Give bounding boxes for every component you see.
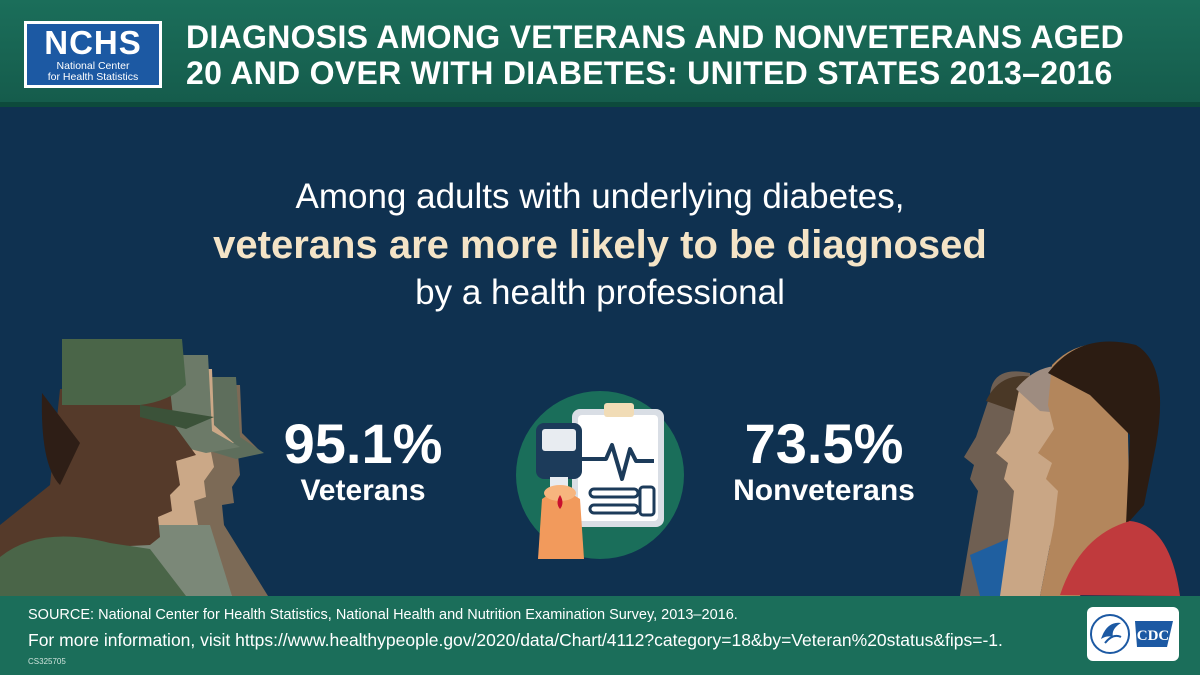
- stat-veterans-value: 95.1%: [283, 412, 443, 475]
- headline-line2: veterans are more likely to be diagnosed: [213, 223, 987, 267]
- nonveterans-illustration: [960, 341, 1180, 596]
- headline: Among adults with underlying diabetes, v…: [0, 175, 1200, 315]
- headline-line1: Among adults with underlying diabetes,: [295, 177, 905, 216]
- headline-line3: by a health professional: [415, 273, 785, 312]
- glucose-meter-icon: [516, 391, 684, 559]
- footer-banner: SOURCE: National Center for Health Stati…: [0, 596, 1200, 675]
- cdc-logo-icon: CDC: [1137, 628, 1170, 644]
- main-panel: Among adults with underlying diabetes, v…: [0, 107, 1200, 596]
- hhs-eagle-icon: CDC: [1090, 614, 1173, 654]
- nchs-logo-name-line1: National Center: [56, 60, 130, 72]
- title-line1: DIAGNOSIS AMONG VETERANS AND NONVETERANS…: [186, 19, 1125, 55]
- nchs-logo-name-line2: for Health Statistics: [47, 71, 139, 83]
- stat-nonveterans-label: Nonveterans: [733, 474, 915, 507]
- source-note: SOURCE: National Center for Health Stati…: [28, 607, 738, 623]
- stat-nonveterans: 73.5% Nonveterans: [714, 415, 934, 509]
- more-info-link[interactable]: For more information, visit https://www.…: [28, 630, 1003, 650]
- stat-veterans: 95.1% Veterans: [268, 415, 458, 509]
- title-line2: 20 AND OVER WITH DIABETES: UNITED STATES…: [186, 55, 1113, 91]
- veterans-illustration: [0, 339, 268, 596]
- hhs-cdc-logo: CDC: [1087, 607, 1179, 661]
- nchs-logo: NCHS National Center for Health Statisti…: [24, 21, 162, 88]
- publication-code: CS325705: [28, 657, 66, 666]
- header-banner: NCHS National Center for Health Statisti…: [0, 0, 1200, 107]
- nchs-logo-abbr: NCHS: [44, 24, 142, 61]
- stat-veterans-label: Veterans: [300, 474, 426, 507]
- stat-nonveterans-value: 73.5%: [744, 412, 904, 475]
- page-title: DIAGNOSIS AMONG VETERANS AND NONVETERANS…: [186, 19, 1186, 91]
